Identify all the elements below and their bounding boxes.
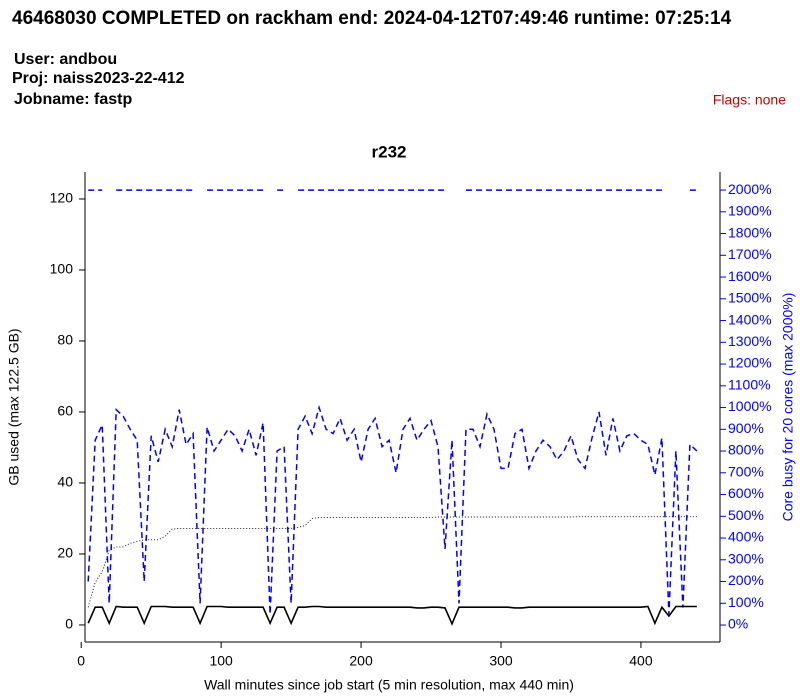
flags: Flags: none	[713, 92, 786, 108]
series-line	[87, 605, 697, 626]
job-title: 46468030 COMPLETED on rackham end: 2024-…	[12, 8, 732, 29]
y2-tick-label: 1100%	[728, 376, 771, 392]
y-tick-label: 40	[57, 474, 73, 490]
project: Proj: naiss2023-22-412	[12, 70, 185, 87]
y2-tick-label: 0%	[728, 616, 748, 632]
y2-tick-label: 1300%	[728, 333, 772, 349]
user: User: andbou	[14, 51, 117, 68]
x-axis-label: Wall minutes since job start (5 min reso…	[204, 677, 574, 693]
y-tick-label: 120	[50, 190, 74, 206]
y2-tick-label: 500%	[728, 507, 764, 523]
y-tick-label: 20	[57, 545, 73, 561]
x-tick-label: 300	[489, 653, 513, 669]
y2-tick-label: 1700%	[728, 246, 772, 262]
y-axis-label: GB used (max 122.5 GB)	[6, 328, 22, 485]
x-tick-label: 100	[209, 653, 233, 669]
x-tick-label: 0	[77, 653, 85, 669]
chart-title: r232	[372, 142, 407, 161]
x-tick-label: 400	[629, 653, 653, 669]
y2-tick-label: 1000%	[728, 398, 772, 414]
y2-tick-label: 1900%	[728, 203, 772, 219]
y-tick-label: 100	[50, 261, 74, 277]
y2-tick-label: 2000%	[728, 181, 772, 197]
y2-tick-label: 200%	[728, 572, 764, 588]
x-tick-label: 200	[349, 653, 373, 669]
y2-tick-label: 1800%	[728, 224, 772, 240]
jobname: Jobname: fastp	[14, 91, 132, 108]
y2-tick-label: 300%	[728, 550, 764, 566]
y2-axis-label: Core busy for 20 cores (max 2000%)	[780, 293, 796, 522]
y-tick-label: 0	[65, 616, 73, 632]
series-line	[87, 404, 698, 615]
y-tick-label: 80	[57, 332, 73, 348]
y2-tick-label: 400%	[728, 529, 764, 545]
y-tick-label: 60	[57, 403, 73, 419]
y2-tick-label: 1600%	[728, 268, 772, 284]
y2-tick-label: 800%	[728, 442, 764, 458]
y2-tick-label: 1200%	[728, 355, 772, 371]
y2-tick-label: 1500%	[728, 290, 772, 306]
y2-tick-label: 1400%	[728, 311, 772, 327]
y2-tick-label: 100%	[728, 594, 764, 610]
y2-tick-label: 900%	[728, 420, 764, 436]
series-line	[87, 516, 697, 608]
y2-tick-label: 600%	[728, 485, 764, 501]
y2-tick-label: 700%	[728, 463, 764, 479]
